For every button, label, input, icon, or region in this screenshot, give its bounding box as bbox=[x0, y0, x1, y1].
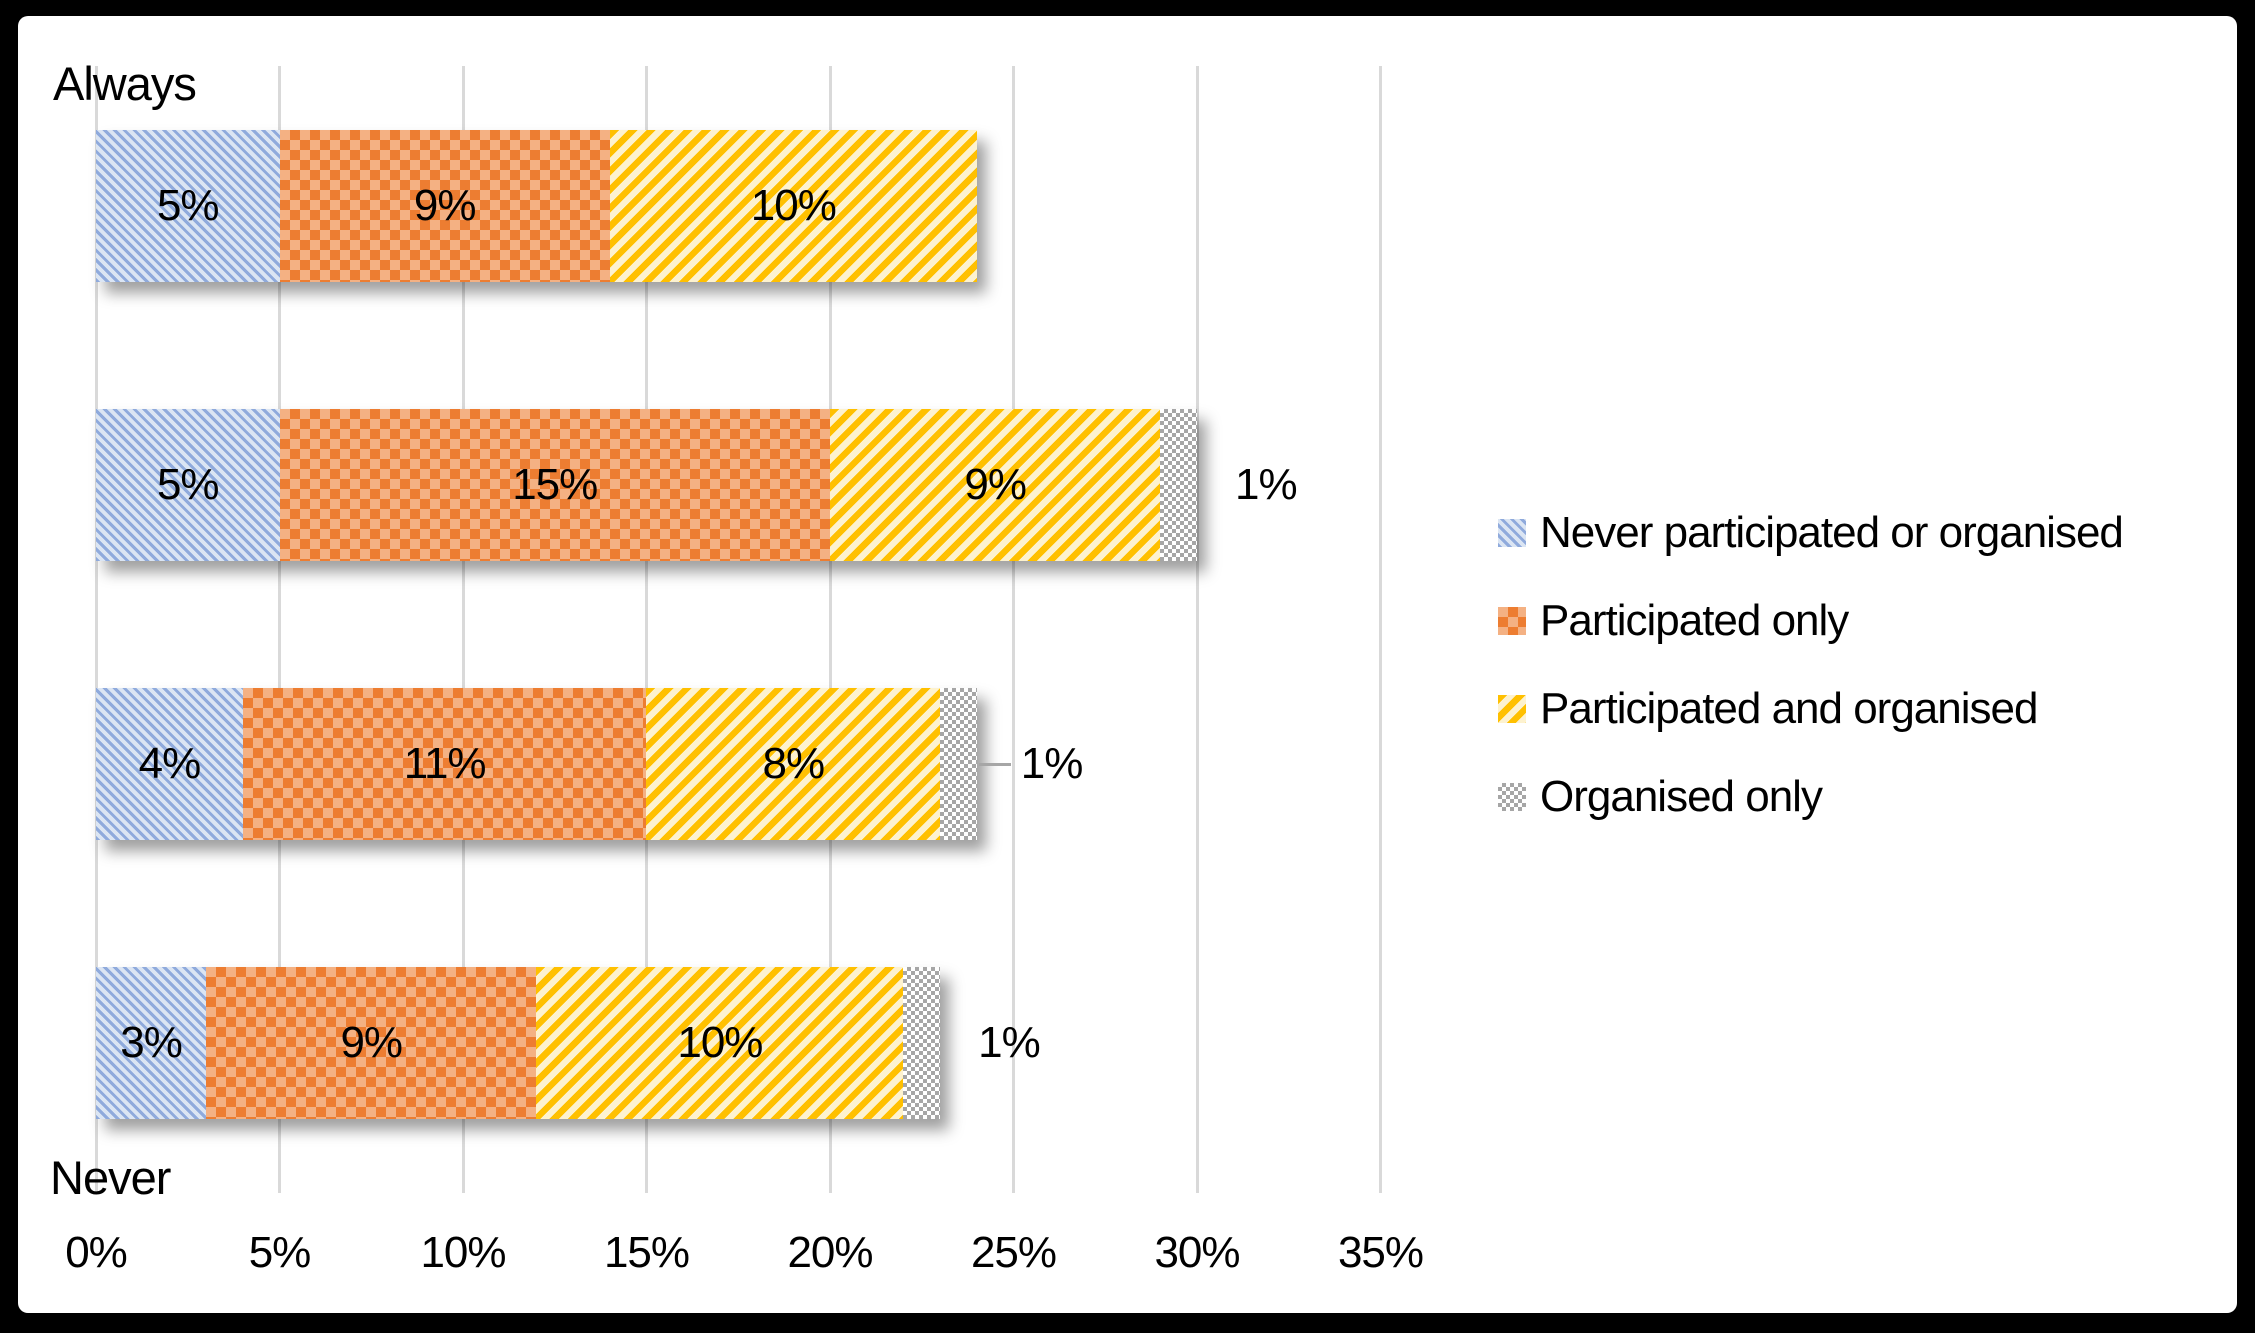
bar-segment-3: 9% bbox=[830, 409, 1161, 561]
x-axis-tick-label: 25% bbox=[970, 1228, 1057, 1277]
data-label: 4% bbox=[138, 739, 202, 788]
gridline bbox=[461, 66, 465, 1193]
bar-segment-1: 4% bbox=[96, 688, 243, 840]
bar-segment-4 bbox=[940, 688, 977, 840]
bar-row: 4% 11% 8% bbox=[96, 688, 977, 840]
gridline bbox=[94, 66, 98, 1193]
bar-segment-2: 9% bbox=[206, 967, 537, 1119]
gridline bbox=[645, 66, 648, 1193]
legend-item: Participated and organised bbox=[1498, 684, 2038, 734]
data-label-outside: 1% bbox=[1020, 739, 1084, 788]
legend-swatch-icon bbox=[1498, 783, 1526, 811]
bar-segment-1: 5% bbox=[96, 130, 280, 282]
legend-label: Never participated or organised bbox=[1540, 508, 2124, 557]
legend-item: Organised only bbox=[1498, 772, 1823, 822]
bar-segment-3: 10% bbox=[609, 130, 977, 282]
legend-label: Participated only bbox=[1540, 596, 1849, 645]
bar-segment-3: 8% bbox=[646, 688, 941, 840]
bar-row: 3% 9% 10% bbox=[96, 967, 941, 1119]
legend-swatch-icon bbox=[1498, 607, 1526, 635]
gridline bbox=[278, 66, 281, 1193]
gridline bbox=[1195, 66, 1199, 1193]
x-axis-tick-label: 0% bbox=[65, 1228, 128, 1277]
legend-swatch-icon bbox=[1498, 519, 1526, 547]
data-label: 9% bbox=[413, 181, 477, 230]
x-axis-tick-label: 5% bbox=[248, 1228, 312, 1277]
data-label: 15% bbox=[512, 460, 598, 509]
data-label-outside: 1% bbox=[978, 1018, 1041, 1067]
data-label: 10% bbox=[677, 1018, 763, 1067]
bar-segment-2: 9% bbox=[279, 130, 610, 282]
gridline bbox=[828, 66, 832, 1193]
bar-segment-2: 11% bbox=[242, 688, 647, 840]
data-label: 5% bbox=[156, 460, 220, 509]
bar-segment-1: 5% bbox=[96, 409, 280, 561]
data-label: 5% bbox=[156, 181, 220, 230]
bar-row: 5% 9% 10% bbox=[96, 130, 977, 282]
x-axis-tick-label: 20% bbox=[787, 1228, 873, 1277]
bar-segment-4 bbox=[1160, 409, 1197, 561]
data-label: 11% bbox=[403, 739, 487, 788]
bar-segment-3: 10% bbox=[536, 967, 904, 1119]
legend-item: Never participated or organised bbox=[1498, 508, 2124, 558]
bar-row: 5% 15% 9% bbox=[96, 409, 1197, 561]
data-label: 3% bbox=[120, 1018, 183, 1067]
legend-label: Organised only bbox=[1540, 772, 1823, 821]
x-axis-tick-label: 30% bbox=[1154, 1228, 1240, 1277]
data-label-outside: 1% bbox=[1235, 460, 1298, 509]
data-label: 9% bbox=[340, 1018, 403, 1067]
gridline bbox=[1379, 66, 1382, 1193]
x-axis-tick-label: 10% bbox=[420, 1228, 506, 1277]
x-axis-tick-label: 15% bbox=[603, 1228, 690, 1277]
legend-swatch-icon bbox=[1498, 695, 1526, 723]
x-axis-tick-label: 35% bbox=[1337, 1228, 1424, 1277]
data-label: 10% bbox=[750, 181, 837, 230]
data-label: 8% bbox=[762, 739, 825, 788]
bar-segment-2: 15% bbox=[279, 409, 830, 561]
gridline bbox=[1012, 66, 1015, 1193]
data-label: 9% bbox=[964, 460, 1027, 509]
category-label-never: Never bbox=[50, 1151, 171, 1204]
bar-segment-4 bbox=[903, 967, 941, 1119]
category-label-always: Always bbox=[53, 57, 197, 110]
legend-label: Participated and organised bbox=[1540, 684, 2038, 733]
bar-segment-1: 3% bbox=[96, 967, 207, 1119]
leader-line bbox=[978, 762, 1011, 766]
legend-item: Participated only bbox=[1498, 596, 1849, 646]
